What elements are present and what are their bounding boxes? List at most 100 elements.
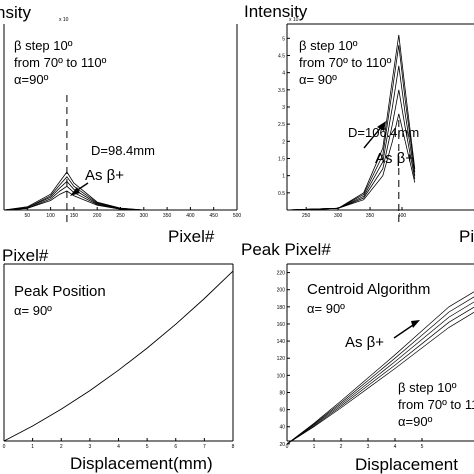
tl-curves (3, 171, 237, 211)
br-ytick-label: 100 (277, 373, 286, 379)
tr-ytick-label: 4.5 (278, 53, 285, 59)
br-ytick-label: 220 (277, 271, 286, 277)
bl-annotation-title: Peak Position (14, 283, 106, 300)
bl-xtick-label: 8 (232, 444, 235, 450)
bl-xtick-label: 6 (174, 444, 177, 450)
tl-series-line-2 (3, 185, 237, 211)
bl-xtick-label: 5 (146, 444, 149, 450)
tr-arrow-head (377, 121, 386, 131)
br-series-line-4 (286, 296, 474, 445)
tr-ytick-label: 2.5 (278, 122, 285, 128)
tr-scale-exponent: x 10 (289, 17, 299, 23)
br-series-line-1 (286, 311, 474, 445)
br-ytick-label: 160 (277, 322, 286, 328)
tl-ylabel-fragment: nsity (0, 3, 31, 22)
tr-annotation-range: from 70º to 110º (299, 55, 392, 70)
tr-ytick-label: 2 (282, 139, 285, 145)
br-annotation-range: from 70º to 110º (398, 397, 474, 412)
tl-scale-exponent: x 10 (59, 17, 69, 23)
tr-annotation-beta-step: β step 10º (299, 38, 358, 53)
tr-annotation-alpha: α= 90º (299, 72, 337, 87)
tl-series-line-3 (3, 180, 237, 211)
bl-xtick-label: 7 (203, 444, 206, 450)
br-yticks: 20 40 60 80 100 120 140 160 180 200 220 (277, 271, 290, 448)
bl-annotation-alpha: α= 90º (14, 303, 52, 318)
tl-xtick-label: 100 (46, 213, 55, 219)
panel-bottom-right: Peak Pixel# 2040608010012014016018020022… (241, 240, 474, 474)
tr-annotation-beta-increase: As β+ (375, 150, 414, 167)
br-annotation-alpha2: α=90º (398, 414, 433, 429)
br-annotation-beta-step: β step 10º (398, 380, 457, 395)
panel-top-left: nsity x 10 50 100 150 200 250 300 350 400 450 500… (0, 3, 241, 246)
tr-annotation-distance: D=106.4mm (348, 125, 419, 140)
tl-xtick-label: 350 (163, 213, 172, 219)
tl-xtick-label: 400 (186, 213, 195, 219)
br-xtick-label: 4 (394, 444, 397, 450)
bl-xtick-label: 0 (3, 444, 6, 450)
tr-arrow-shaft (363, 124, 384, 149)
br-series-line-3 (286, 301, 474, 445)
tl-xtick-label: 450 (210, 213, 219, 219)
tr-xtick-label: 350 (366, 213, 375, 219)
panel-top-right: Intensity x 10 0.5 1 1.5 2 2.5 3 3.5 4 4.5 5 250 3… (244, 2, 474, 246)
br-xtick-label: 0 (286, 444, 289, 450)
bl-xlabel: Displacement(mm) (70, 454, 213, 473)
br-xlabel: Displacement (355, 455, 458, 474)
tr-curves (286, 34, 416, 211)
br-xtick-label: 2 (340, 444, 343, 450)
tl-arrow-head (70, 187, 80, 196)
tl-xlabel: Pixel# (168, 227, 215, 246)
br-ytick-label: 60 (279, 408, 285, 414)
bl-xtick-label: 2 (60, 444, 63, 450)
br-xtick-label: 3 (367, 444, 370, 450)
tl-annotation-beta-increase: As β+ (85, 167, 124, 184)
br-xtick-label: 5 (421, 444, 424, 450)
br-arrow-head (411, 320, 420, 328)
tl-xtick-label: 300 (140, 213, 149, 219)
br-series-line-2 (286, 306, 474, 445)
br-ytick-label: 200 (277, 288, 286, 294)
tr-xlabel-fragment: Pi (459, 227, 474, 246)
tr-ytick-label: 4 (282, 71, 285, 77)
br-series-line-5 (286, 291, 474, 445)
br-ytick-label: 180 (277, 305, 286, 311)
tr-xtick-label: 250 (302, 213, 311, 219)
br-annotation-alpha: α= 90º (307, 301, 345, 316)
tl-ticks: 50 100 150 200 250 300 350 400 450 500 (25, 207, 242, 219)
tr-ytick-label: 3.5 (278, 88, 285, 94)
br-annotation-title: Centroid Algorithm (307, 281, 430, 298)
tl-xtick-label: 50 (25, 213, 31, 219)
tr-ytick-label: 5 (282, 36, 285, 42)
br-curves (286, 291, 474, 445)
tr-ylabel: Intensity (244, 2, 308, 21)
tl-xtick-label: 200 (93, 213, 102, 219)
br-annotation-beta-increase: As β+ (345, 334, 384, 351)
br-ylabel: Peak Pixel# (241, 240, 331, 259)
bl-xtick-label: 1 (31, 444, 34, 450)
br-ytick-label: 20 (279, 442, 285, 448)
tr-ytick-label: 1 (282, 174, 285, 180)
tl-series-line-5 (3, 171, 237, 211)
tl-xtick-label: 150 (70, 213, 79, 219)
tl-xtick-label: 500 (233, 213, 242, 219)
bl-series-line-1 (3, 270, 234, 442)
bl-ylabel: Pixel# (2, 246, 49, 265)
br-ytick-label: 80 (279, 390, 285, 396)
tr-xtick-label: 300 (334, 213, 343, 219)
br-ytick-label: 140 (277, 339, 286, 345)
tl-annotation-distance: D=98.4mm (91, 143, 155, 158)
tr-series-line-5 (286, 34, 416, 211)
br-xtick-label: 1 (313, 444, 316, 450)
bl-curves (3, 270, 234, 442)
bl-xtick-label: 3 (88, 444, 91, 450)
bl-ticks: 0 1 2 3 4 5 6 7 8 (3, 438, 235, 450)
tr-xtick-label: 400 (398, 213, 407, 219)
br-ytick-label: 40 (279, 425, 285, 431)
tl-annotation-beta-step: β step 10º (14, 38, 73, 53)
tr-yticks: 0.5 1 1.5 2 2.5 3 3.5 4 4.5 5 (278, 36, 290, 197)
tl-annotation-range: from 70º to 110º (14, 55, 107, 70)
tl-annotation-alpha: α=90º (14, 72, 49, 87)
tr-ytick-label: 0.5 (278, 191, 285, 197)
br-xticks: 0 1 2 3 4 5 (286, 438, 424, 450)
